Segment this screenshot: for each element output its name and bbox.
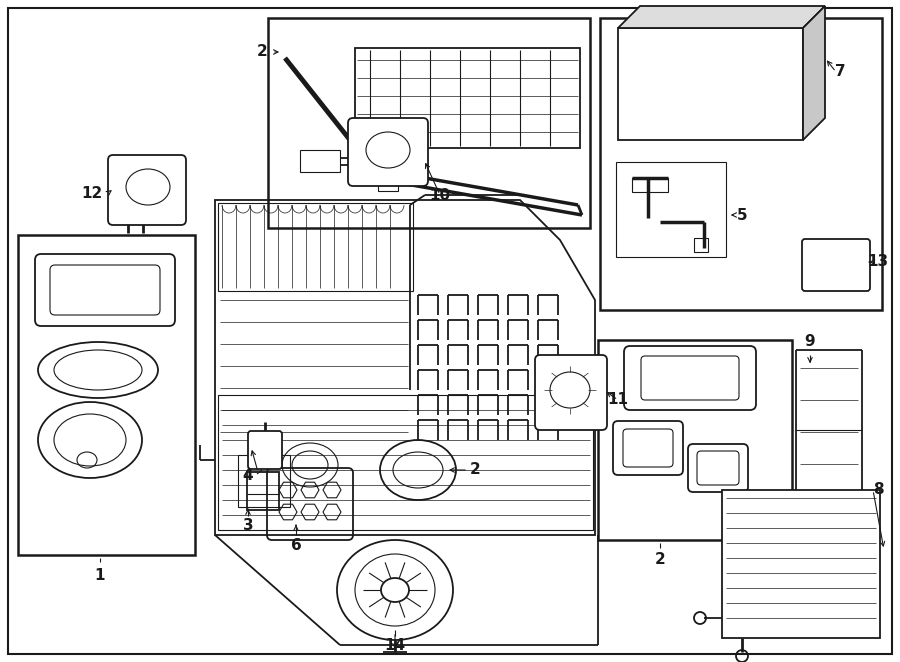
Text: 13: 13 (868, 254, 888, 269)
Text: 10: 10 (429, 187, 451, 203)
Text: 7: 7 (834, 64, 845, 79)
Bar (810, 248, 834, 276)
FancyBboxPatch shape (348, 118, 428, 186)
Text: 9: 9 (805, 334, 815, 350)
Text: 2: 2 (654, 553, 665, 567)
Bar (632, 178, 668, 192)
Polygon shape (618, 6, 825, 28)
Bar (838, 248, 862, 276)
Text: 5: 5 (737, 207, 747, 222)
FancyBboxPatch shape (802, 239, 870, 291)
Bar (378, 181, 398, 191)
Text: 2: 2 (470, 463, 481, 477)
Bar (600, 18, 882, 310)
Bar (218, 203, 413, 291)
Bar (694, 238, 708, 252)
Text: 1: 1 (94, 567, 105, 583)
FancyBboxPatch shape (535, 355, 607, 430)
Text: 14: 14 (384, 638, 406, 653)
Bar (618, 28, 803, 140)
Text: 11: 11 (608, 393, 628, 408)
Ellipse shape (381, 578, 409, 602)
Bar (268, 18, 590, 228)
Polygon shape (803, 6, 825, 140)
Bar (18, 235, 195, 555)
Text: 8: 8 (873, 483, 883, 498)
Bar (238, 455, 290, 507)
Bar (247, 472, 279, 510)
Text: 12: 12 (81, 185, 103, 201)
FancyBboxPatch shape (248, 431, 282, 469)
Bar (616, 162, 726, 257)
FancyBboxPatch shape (108, 155, 186, 225)
Ellipse shape (337, 540, 453, 640)
Text: 3: 3 (243, 518, 253, 532)
Text: 2: 2 (256, 44, 267, 60)
Bar (722, 490, 880, 638)
Text: 4: 4 (243, 469, 253, 483)
Bar (598, 340, 792, 540)
Text: 6: 6 (291, 538, 302, 553)
Bar (218, 395, 593, 530)
